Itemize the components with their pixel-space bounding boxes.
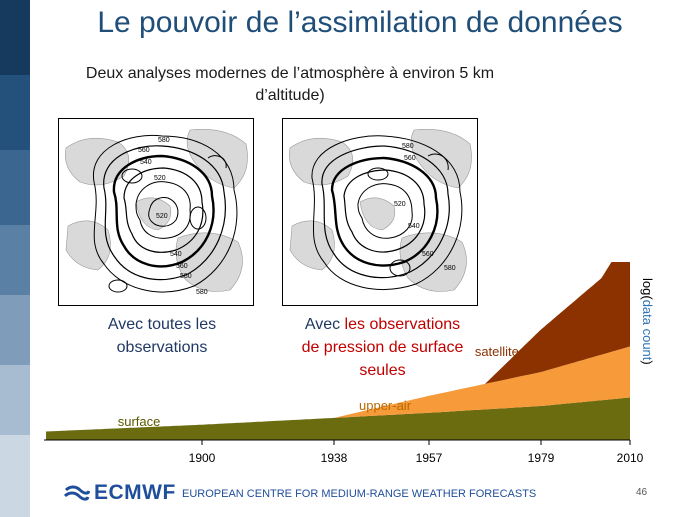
map-left-label-2: 560 — [138, 147, 150, 154]
organization-name: EUROPEAN CENTRE FOR MEDIUM-RANGE WEATHER… — [182, 488, 537, 500]
map-left-label-1: 580 — [158, 137, 170, 144]
caption-right-red-1: les observations — [344, 316, 461, 333]
y-label-suffix: ) — [640, 360, 655, 365]
map-left-label-8: 580 — [180, 273, 192, 280]
map-left-label-5: 520 — [156, 213, 168, 220]
series-label-surface: surface — [118, 414, 161, 429]
x-tick-label-1938: 1938 — [321, 451, 348, 465]
map-right-label-2: 560 — [404, 155, 416, 162]
map-right-label-3: 520 — [394, 201, 406, 208]
map-left-label-4: 520 — [154, 175, 166, 182]
x-tick-label-1979: 1979 — [528, 451, 555, 465]
x-tick-label-1900: 1900 — [189, 451, 216, 465]
y-label-prefix: log( — [640, 278, 655, 300]
map-right-label-1: 580 — [402, 143, 414, 150]
caption-right-prefix: Avec — [304, 316, 345, 333]
x-tick-label-2010: 2010 — [617, 451, 644, 465]
caption-right-red-2: de pression de surface — [301, 339, 464, 356]
logo-wordmark: ECMWF — [94, 481, 176, 504]
sidebar-stripe — [0, 0, 30, 517]
slide-title: Le pouvoir de l’assimilation de données — [97, 6, 623, 39]
analysis-map-all-observations: 580 560 540 520 520 540 560 580 580 — [58, 118, 254, 306]
series-label-upper-air: upper-air — [359, 398, 412, 413]
slide-subtitle: Deux analyses modernes de l’atmosphère à… — [60, 63, 520, 107]
caption-surface-pressure-only: Avec les observations de pression de sur… — [285, 313, 480, 382]
ecmwf-logo: ECMWF — [64, 481, 176, 505]
map-left-label-3: 540 — [140, 159, 152, 166]
map-right-label-4: 540 — [408, 223, 420, 230]
analysis-map-surface-pressure-only: 580 560 520 540 560 580 — [282, 118, 478, 306]
data-count-area-chart: 1900 1938 1957 1979 2010 surface upper-air s… — [44, 262, 644, 465]
subtitle-line-1: Deux analyses modernes de l’atmosphère à… — [85, 65, 495, 82]
map-right-label-5: 560 — [422, 251, 434, 258]
caption-left-line-2: observations — [116, 339, 208, 356]
map-left-label-7: 560 — [176, 263, 188, 270]
map-right-label-6: 580 — [444, 265, 456, 272]
caption-left-line-1: Avec toutes les — [107, 316, 217, 333]
map-left-label-6: 540 — [170, 251, 182, 258]
caption-all-observations: Avec toutes les observations — [92, 313, 232, 359]
area-surface — [46, 397, 630, 440]
x-tick-label-1957: 1957 — [416, 451, 443, 465]
series-label-satellites: satellites — [475, 344, 526, 359]
y-label-inner: data count — [640, 299, 655, 361]
map-left-label-9: 580 — [196, 289, 208, 296]
area-upper-air — [334, 346, 630, 418]
area-satellites — [485, 262, 630, 384]
chart-y-axis-label: log(data count) — [640, 278, 655, 365]
page-number: 46 — [636, 487, 648, 498]
caption-right-line-3: seules — [359, 362, 406, 379]
subtitle-line-2: d’altitude) — [255, 87, 325, 104]
ecmwf-swirl-icon — [64, 485, 90, 501]
